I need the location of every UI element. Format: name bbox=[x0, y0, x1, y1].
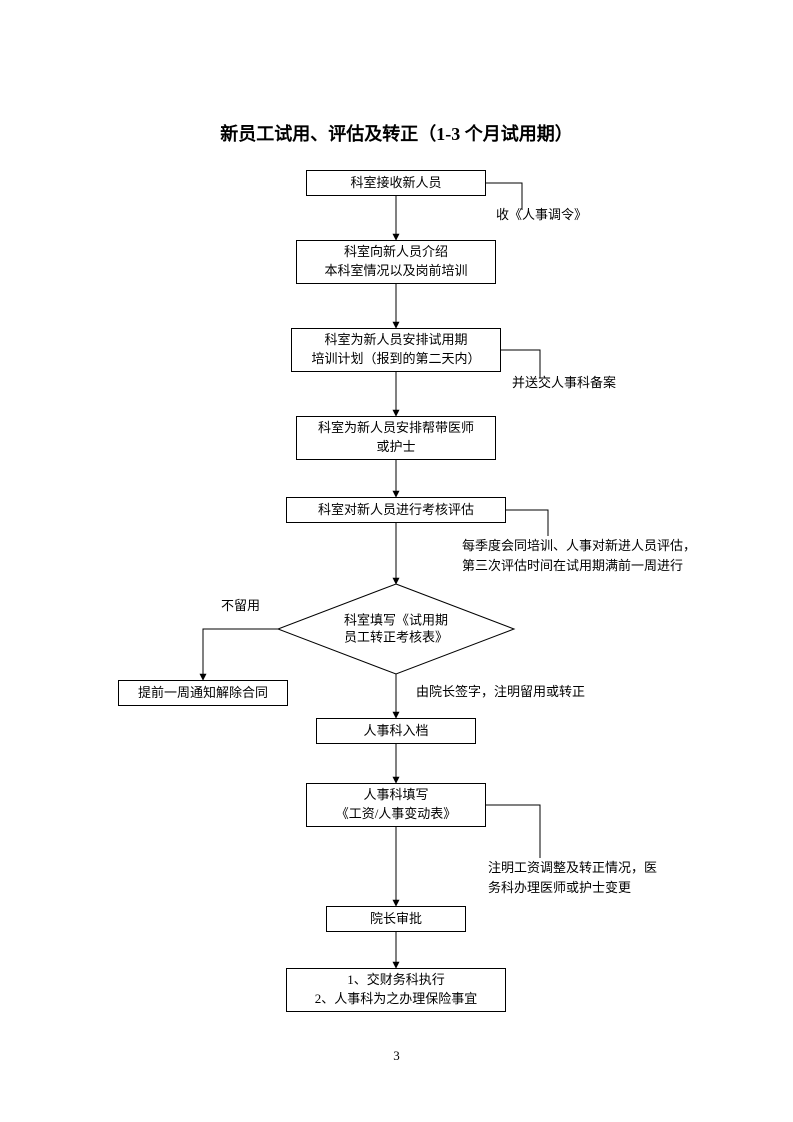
annotation-a5: 由院长签字，注明留用或转正 bbox=[416, 682, 656, 702]
annotation-a1: 收《人事调令》 bbox=[496, 205, 646, 225]
flow-node-n9: 院长审批 bbox=[326, 906, 466, 932]
flow-node-n6: 提前一周通知解除合同 bbox=[118, 680, 288, 706]
flow-node-n5: 科室对新人员进行考核评估 bbox=[286, 497, 506, 523]
page-number: 3 bbox=[0, 1048, 793, 1064]
flow-node-n4: 科室为新人员安排帮带医师或护士 bbox=[296, 416, 496, 460]
page-title: 新员工试用、评估及转正（1-3 个月试用期） bbox=[0, 120, 793, 146]
flow-node-n10: 1、交财务科执行2、人事科为之办理保险事宜 bbox=[286, 968, 506, 1012]
flow-node-n3: 科室为新人员安排试用期培训计划（报到的第二天内） bbox=[291, 328, 501, 372]
annotation-a4: 不留用 bbox=[221, 596, 281, 616]
svg-text:科室填写《试用期: 科室填写《试用期 bbox=[344, 613, 448, 628]
annotation-a2: 并送交人事科备案 bbox=[512, 373, 682, 393]
svg-text:员工转正考核表》: 员工转正考核表》 bbox=[344, 630, 448, 645]
flow-node-n8: 人事科填写《工资/人事变动表》 bbox=[306, 783, 486, 827]
annotation-a3: 每季度会同培训、人事对新进人员评估，第三次评估时间在试用期满前一周进行 bbox=[462, 536, 762, 575]
annotation-a6: 注明工资调整及转正情况，医务科办理医师或护士变更 bbox=[488, 858, 758, 897]
flow-node-n2: 科室向新人员介绍本科室情况以及岗前培训 bbox=[296, 240, 496, 284]
flow-node-n7: 人事科入档 bbox=[316, 718, 476, 744]
flow-node-n1: 科室接收新人员 bbox=[306, 170, 486, 196]
